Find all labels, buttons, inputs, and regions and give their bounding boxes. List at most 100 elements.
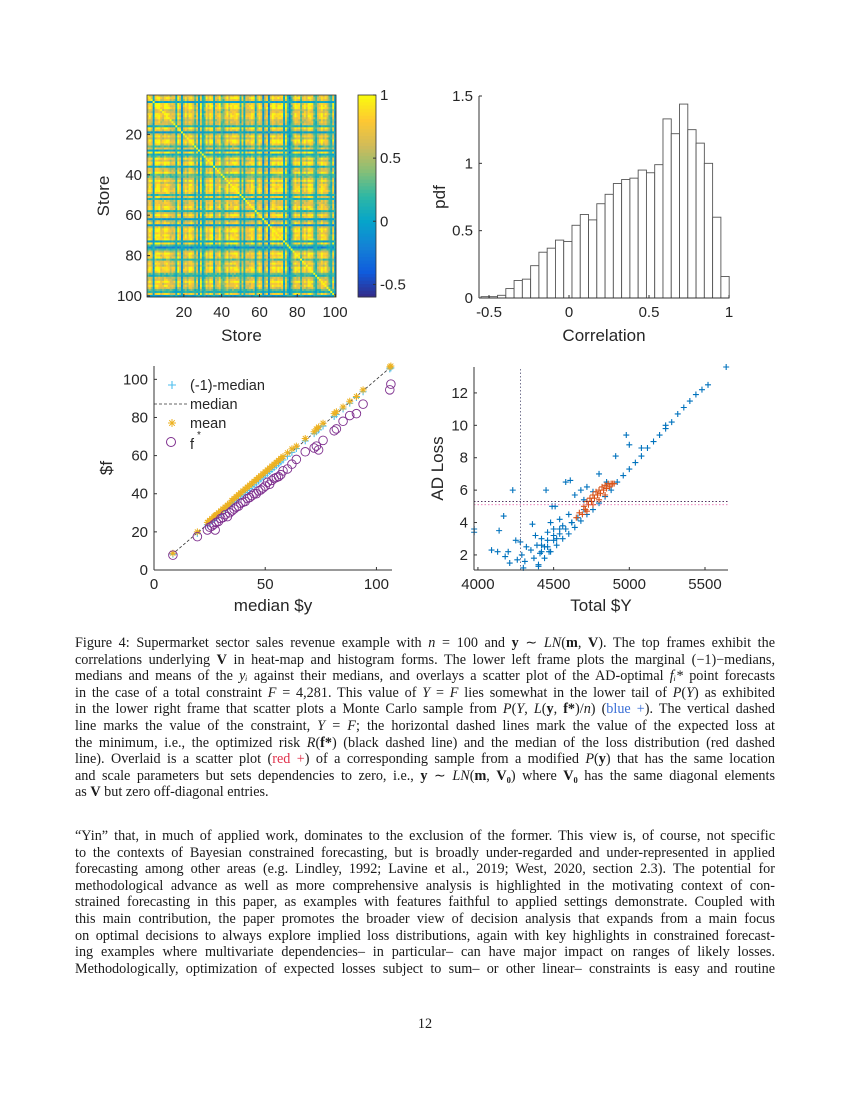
heatmap-cell (175, 123, 178, 126)
heatmap-cell (254, 123, 257, 126)
heatmap-cell (326, 117, 329, 120)
heatmap-cell (266, 145, 269, 148)
heatmap-cell (158, 151, 161, 154)
heatmap-cell (175, 165, 178, 169)
heatmap-cell (224, 169, 227, 173)
heatmap-cell (318, 177, 322, 181)
heatmap-cell (216, 105, 220, 108)
heatmap-cell (277, 139, 280, 142)
heatmap-cell (241, 163, 244, 166)
heatmap-cell (211, 141, 214, 144)
heatmap-cell (182, 117, 186, 120)
heatmap-cell (226, 173, 229, 177)
heatmap-cell (320, 137, 324, 140)
heatmap-cell (245, 141, 248, 144)
heatmap-cell (198, 149, 201, 152)
heatmap-cell (296, 105, 299, 108)
heatmap-cell (237, 153, 240, 156)
heatmap-cell (228, 163, 231, 166)
heatmap-cell (211, 165, 214, 169)
heatmap-cell (173, 173, 176, 177)
heatmap-cell (209, 161, 212, 164)
heatmap-cell (305, 157, 308, 160)
heatmap-cell (218, 183, 222, 187)
heatmap-cell (198, 103, 201, 106)
heatmap-cell (207, 167, 210, 171)
heatmap-cell (196, 173, 199, 177)
heatmap-cell (311, 99, 314, 102)
heatmap-cell (324, 129, 327, 132)
heatmap-cell (148, 185, 152, 189)
heatmap-cell (245, 161, 248, 164)
heatmap-cell (198, 189, 201, 193)
heatmap-cell (152, 191, 155, 195)
heatmap-cell (147, 97, 150, 100)
heatmap-cell (254, 157, 257, 160)
heatmap-cell (313, 129, 316, 132)
heatmap-cell (267, 127, 271, 130)
heatmap-cell (198, 191, 201, 195)
heatmap-cell (152, 193, 155, 197)
heatmap-cell (201, 127, 204, 130)
heatmap-cell (224, 137, 227, 140)
heatmap-cell (260, 181, 263, 185)
heatmap-cell (283, 173, 286, 177)
heatmap-cell (165, 191, 169, 195)
heatmap-cell (198, 155, 201, 158)
heatmap-cell (296, 103, 299, 106)
heatmap-cell (324, 193, 327, 197)
heatmap-cell (228, 143, 231, 146)
heatmap-cell (216, 155, 220, 158)
heatmap-cell (199, 127, 203, 130)
heatmap-cell (290, 151, 293, 154)
heatmap-cell (326, 181, 329, 185)
heatmap-cell (190, 111, 193, 114)
heatmap-cell (266, 179, 269, 183)
heatmap-cell (164, 171, 167, 175)
heatmap-cell (288, 153, 291, 156)
heatmap-cell (318, 159, 322, 162)
heatmap-cell (309, 165, 312, 169)
heatmap-cell (271, 103, 274, 106)
heatmap-cell (164, 103, 167, 106)
heatmap-cell (309, 101, 312, 104)
heatmap-cell (301, 187, 305, 191)
heatmap-cell (249, 187, 252, 191)
heatmap-cell (309, 109, 312, 112)
heatmap-cell (320, 151, 324, 154)
heatmap-cell (322, 159, 325, 162)
heatmap-cell (230, 191, 233, 195)
heatmap-cell (216, 159, 220, 162)
heatmap-cell (298, 103, 301, 106)
heatmap-cell (328, 161, 331, 164)
heatmap-cell (216, 163, 220, 166)
heatmap-cell (290, 113, 293, 116)
heatmap-cell (284, 111, 288, 114)
heatmap-cell (184, 115, 187, 118)
heatmap-cell (177, 139, 180, 142)
heatmap-cell (269, 159, 273, 162)
heatmap-cell (309, 95, 312, 98)
heatmap-cell (177, 165, 180, 169)
heatmap-cell (167, 177, 170, 181)
heatmap-cell (328, 105, 331, 108)
heatmap-cell (301, 135, 305, 138)
heatmap-cell (216, 179, 220, 183)
heatmap-cell (188, 115, 191, 118)
heatmap-cell (294, 173, 297, 177)
heatmap-cell (296, 151, 299, 154)
heatmap-cell (266, 185, 269, 189)
heatmap-cell (230, 161, 233, 164)
heatmap-cell (313, 101, 316, 104)
heatmap-cell (290, 183, 293, 187)
heatmap-cell (247, 141, 250, 144)
heatmap-cell (273, 149, 276, 152)
heatmap-cell (158, 173, 161, 177)
heatmap-cell (237, 173, 240, 177)
heatmap-cell (249, 149, 252, 152)
heatmap-cell (301, 193, 305, 197)
heatmap-cell (152, 189, 155, 193)
heatmap-cell (266, 127, 269, 130)
heatmap-cell (169, 185, 172, 189)
heatmap-cell (267, 125, 271, 128)
